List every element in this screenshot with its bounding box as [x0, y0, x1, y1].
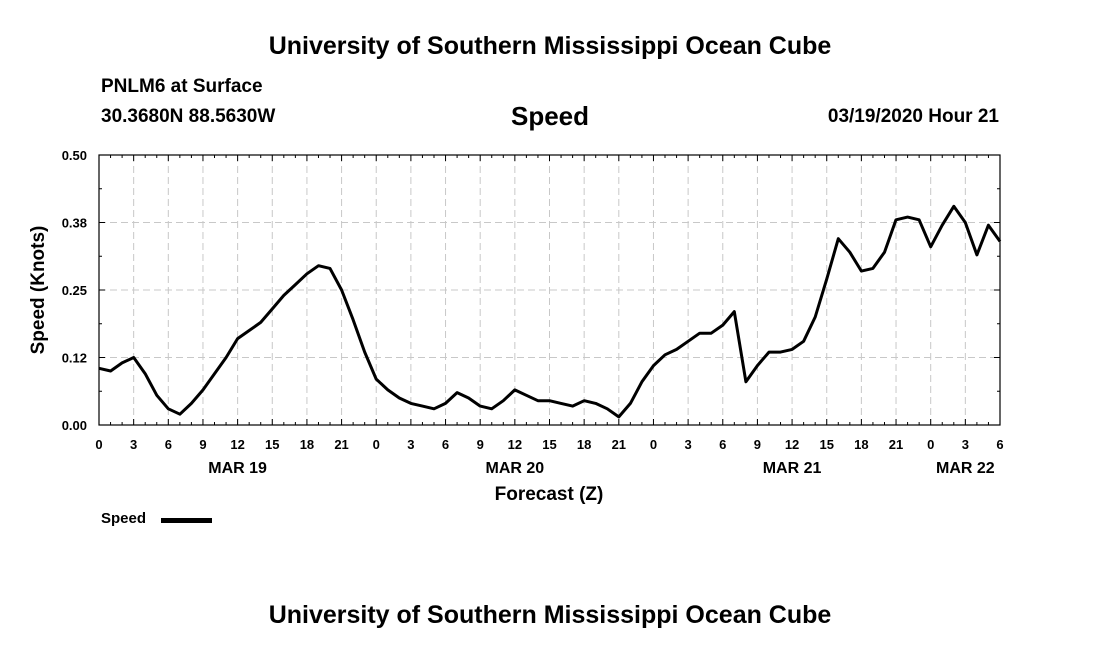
x-tick-label: 3 [684, 437, 691, 452]
axis-labels: 0.00 0.12 0.25 0.38 0.50 0 3 6 9 12 15 18 21 0 3 6 9 12 15… [62, 148, 1004, 477]
date-label: MAR 22 [936, 460, 995, 477]
x-tick-label: 21 [612, 437, 626, 452]
x-tick-label: 9 [199, 437, 206, 452]
legend: Speed [101, 510, 146, 527]
station-name: PNLM6 at Surface [101, 76, 263, 97]
x-tick-label: 9 [754, 437, 761, 452]
x-tick-label: 21 [334, 437, 348, 452]
x-tick-label: 12 [508, 437, 522, 452]
x-tick-label: 15 [265, 437, 279, 452]
y-tick-label: 0.00 [62, 418, 87, 433]
legend-label: Speed [101, 510, 147, 527]
y-tick-label: 0.25 [62, 283, 87, 298]
date-label: MAR 20 [486, 460, 545, 477]
x-tick-label: 0 [373, 437, 380, 452]
x-tick-label: 3 [407, 437, 414, 452]
y-tick-label: 0.38 [62, 216, 87, 231]
x-tick-label: 21 [889, 437, 903, 452]
x-tick-label: 6 [442, 437, 449, 452]
x-tick-label: 0 [650, 437, 657, 452]
x-tick-label: 6 [719, 437, 726, 452]
x-tick-label: 9 [477, 437, 484, 452]
y-tick-label: 0.12 [62, 351, 87, 366]
x-tick-label: 6 [996, 437, 1003, 452]
x-tick-label: 0 [95, 437, 102, 452]
axis-ticks [98, 154, 1001, 426]
footer-title: University of Southern Mississippi Ocean… [268, 601, 832, 629]
x-axis-label: Forecast (Z) [495, 484, 604, 505]
y-tick-label: 0.50 [62, 148, 87, 163]
x-tick-label: 15 [819, 437, 833, 452]
y-axis-label: Speed (Knots) [28, 226, 49, 355]
grid-lines [99, 155, 1000, 425]
x-tick-label: 18 [854, 437, 868, 452]
x-tick-label: 12 [230, 437, 244, 452]
x-tick-label: 6 [165, 437, 172, 452]
speed-line [98, 204, 1002, 419]
x-tick-label: 12 [785, 437, 799, 452]
x-tick-label: 15 [542, 437, 556, 452]
variable-title: Speed [510, 101, 590, 131]
page-title: University of Southern Mississippi Ocean… [268, 32, 832, 60]
x-tick-label: 0 [927, 437, 934, 452]
forecast-datetime: 03/19/2020 Hour 21 [827, 106, 999, 127]
x-tick-label: 3 [962, 437, 969, 452]
date-label: MAR 21 [763, 460, 822, 477]
x-tick-label: 18 [577, 437, 591, 452]
x-tick-label: 3 [130, 437, 137, 452]
station-coords: 30.3680N 88.5630W [101, 106, 276, 127]
date-label: MAR 19 [208, 460, 267, 477]
x-tick-label: 18 [300, 437, 314, 452]
legend-swatch [161, 518, 212, 523]
